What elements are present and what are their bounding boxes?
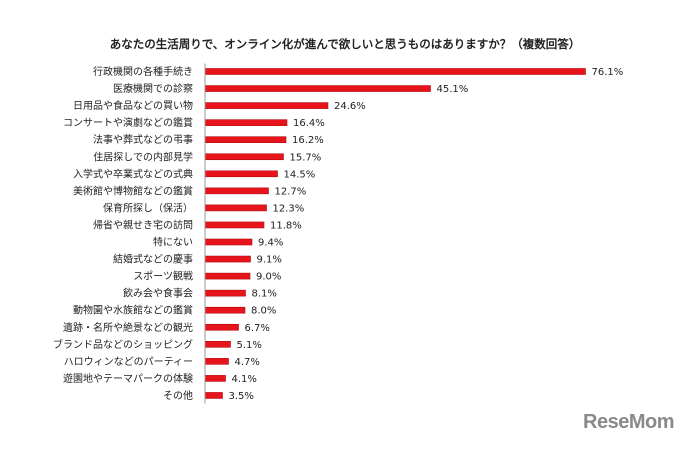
value-label: 4.7% [235,357,260,368]
value-label: 15.7% [290,152,322,163]
bar [204,119,288,126]
category-label: 動物園や水族館などの鑑賞 [73,304,193,317]
value-label: 3.5% [229,391,254,402]
value-label: 14.5% [284,169,316,180]
bar [204,358,229,365]
value-label: 4.1% [232,374,257,385]
value-label: 12.3% [273,203,305,214]
value-label: 45.1% [437,84,469,95]
bar [204,272,251,280]
resemom-logo: ReseMom [583,411,674,433]
category-label: 行政機関の各種手続き [93,65,193,78]
bar [204,204,267,212]
bar [204,68,586,75]
category-label: コンサートや演劇などの鑑賞 [63,116,193,129]
value-label: 9.1% [257,255,282,266]
bar [204,238,253,246]
bar [204,289,246,297]
category-label: 日用品や食品などの買い物 [73,99,193,112]
value-label: 8.0% [251,306,276,317]
category-label: 結婚式などの慶事 [113,253,193,266]
bar [204,221,265,229]
value-label: 6.7% [245,323,270,334]
value-label: 76.1% [592,67,624,78]
bar [204,323,239,331]
chart-title: あなたの生活周りで、オンライン化が進んで欲しいと思うものはありますか？（複数回答… [109,37,581,51]
bar [204,136,287,143]
category-label: 保育所探し（保活） [103,201,193,214]
category-label: その他 [163,389,193,402]
bar [204,170,278,178]
category-label: 住居探しでの内部見学 [93,150,193,163]
bar [204,85,431,92]
bar [204,153,284,161]
category-label: 遺跡・名所や絶景などの観光 [63,321,193,334]
value-label: 24.6% [334,101,366,112]
category-label: 美術館や博物館などの鑑賞 [73,184,193,197]
value-label: 12.7% [275,186,307,197]
bar [204,102,329,109]
bar [204,187,269,195]
category-label: 帰省や親せき宅の訪問 [93,218,193,231]
category-label: 飲み会や食事会 [123,287,193,300]
category-label: ブランド品などのショッピング [53,338,193,351]
bar [204,255,251,263]
category-label: 医療機関での診察 [113,82,193,95]
value-label: 16.4% [293,118,325,129]
category-label: ハロウィンなどのパーティー [64,356,193,368]
bar [204,392,223,399]
bar [204,306,246,314]
value-label: 11.8% [270,220,302,231]
value-label: 16.2% [292,135,324,146]
category-label: 遊園地やテーマパークの体験 [63,372,193,385]
value-label: 9.4% [258,238,283,249]
value-label: 5.1% [237,340,262,351]
bar [204,375,226,382]
value-label: 8.1% [252,289,277,300]
value-label: 9.0% [256,272,281,283]
category-label: 法事や葬式などの弔事 [93,133,193,146]
category-label: 特にない [153,237,193,249]
category-label: 入学式や卒業式などの式典 [73,167,193,180]
bar [204,340,231,348]
category-label: スポーツ観戦 [133,270,193,283]
